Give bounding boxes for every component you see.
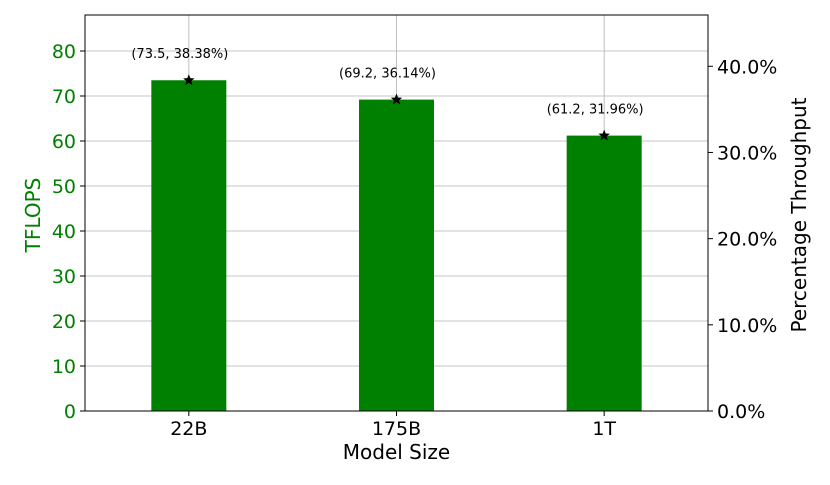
x-tick-label: 175B [372,418,421,440]
x-tick-label: 22B [170,418,207,440]
annotation-22B: (73.5, 38.38%) [131,47,228,62]
y-axis-right-label: Percentage Throughput [787,97,811,332]
bars [151,80,642,411]
y-left-tick-label: 80 [52,41,76,63]
y-left-tick-label: 30 [52,266,76,288]
y-left-tick-label: 20 [52,311,76,333]
marker-22B [183,74,195,86]
y-left-tick-label: 40 [52,221,76,243]
marker-175B [390,93,403,105]
y-left-tick-label: 70 [52,86,76,108]
y-right-tick-label: 0.0% [717,401,765,423]
y-axis-left-label: TFLOPS [21,178,45,254]
y-axis-right-ticks: 0.0% 10.0% 20.0% 30.0% 40.0% [708,56,777,423]
y-right-tick-label: 30.0% [717,142,777,164]
y-left-tick-label: 10 [52,356,76,378]
marker-1T [598,129,610,141]
y-left-tick-label: 60 [52,131,76,153]
x-axis-label: Model Size [343,440,450,464]
y-right-tick-label: 10.0% [717,315,777,337]
bar-175B [359,99,434,411]
bar-1T [566,135,642,411]
annotation-1T: (61.2, 31.96%) [547,103,644,118]
y-left-tick-label: 50 [52,176,76,198]
x-axis-ticks: 22B 175B 1T [170,411,616,440]
x-tick-label: 1T [592,418,616,440]
y-left-tick-label: 0 [64,401,76,423]
annotations: (73.5, 38.38%) (69.2, 36.14%) (61.2, 31.96… [131,47,643,117]
y-right-tick-label: 20.0% [717,229,777,251]
y-axis-left-ticks: 0 10 20 30 40 50 60 70 80 [52,41,85,423]
markers [183,74,610,141]
annotation-175B: (69.2, 36.14%) [339,67,436,82]
y-right-tick-label: 40.0% [717,56,777,78]
bar-22B [151,80,227,411]
